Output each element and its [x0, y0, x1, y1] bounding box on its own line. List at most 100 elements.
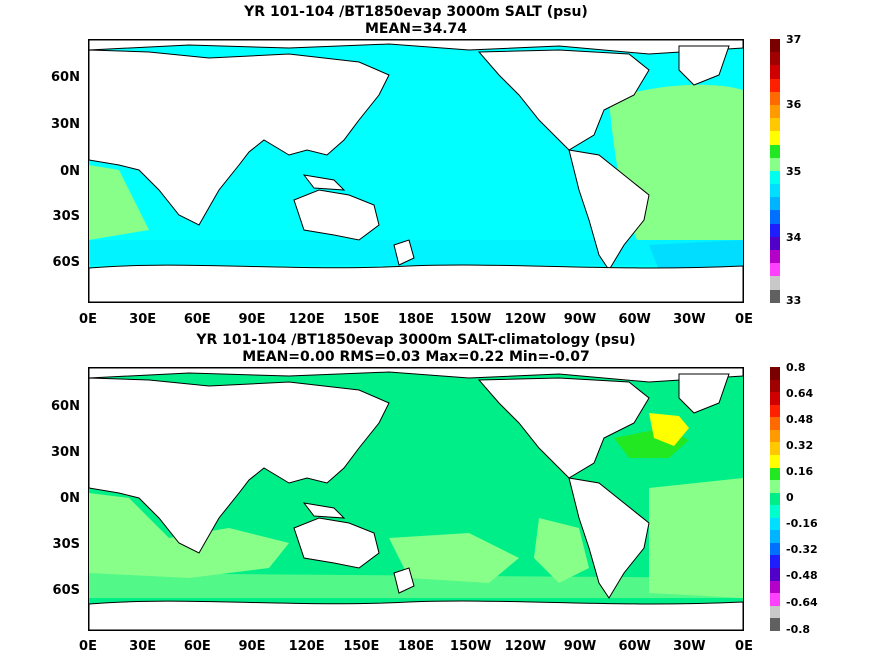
colorbar-swatch	[770, 555, 780, 568]
panel1-lat-label: 60N	[51, 70, 80, 85]
colorbar-swatch	[770, 263, 780, 277]
panel2-lon-label: 90E	[238, 639, 266, 654]
panel2-colorbar-label: 0.16	[786, 465, 814, 478]
panel2-colorbar-label: 0.8	[786, 361, 806, 374]
panel2-lon-label: 150E	[343, 639, 380, 654]
panel2-colorbar-label: -0.64	[786, 596, 818, 609]
panel2-colorbar-label: -0.16	[786, 517, 818, 530]
colorbar-swatch	[770, 392, 780, 405]
colorbar-swatch	[770, 505, 780, 518]
colorbar-swatch	[770, 379, 780, 393]
panel2-lat-label: 30N	[51, 445, 80, 460]
panel2-map-svg	[89, 368, 743, 630]
panel1-colorbar	[770, 39, 780, 303]
panel1-lat-label: 30S	[52, 209, 80, 224]
colorbar-swatch	[770, 144, 780, 158]
panel1-colorbar-label: 37	[786, 33, 802, 46]
panel1-lon-label: 180E	[397, 312, 435, 327]
panel2-lon-label: 150W	[449, 639, 492, 654]
panel2-title: YR 101-104 /BT1850evap 3000m SALT-climat…	[196, 332, 636, 348]
panel1-colorbar-label: 34	[786, 231, 802, 244]
colorbar-swatch	[770, 236, 780, 250]
panel2-subtitle: MEAN=0.00 RMS=0.03 Max=0.22 Min=-0.07	[242, 349, 590, 365]
panel2-lon-label: 0E	[735, 639, 753, 654]
colorbar-swatch	[770, 65, 780, 79]
colorbar-swatch	[770, 517, 780, 531]
panel1-lon-label: 0E	[735, 312, 753, 327]
panel2-colorbar	[770, 367, 780, 631]
colorbar-swatch	[770, 593, 780, 606]
panel1-colorbar-label: 35	[786, 165, 802, 178]
panel2-colorbar-label: 0.48	[786, 413, 814, 426]
colorbar-swatch	[770, 542, 780, 556]
panel1-lon-label: 150E	[343, 312, 380, 327]
colorbar-swatch	[770, 289, 780, 303]
panel1-map	[88, 39, 744, 303]
panel2-lon-label: 30E	[129, 639, 157, 654]
panel1-lon-label: 120E	[288, 312, 325, 327]
panel1-lon-label: 30W	[673, 312, 706, 327]
panel2-lon-label: 120E	[288, 639, 325, 654]
panel1-lon-label: 150W	[449, 312, 492, 327]
colorbar-swatch	[770, 52, 780, 66]
colorbar-swatch	[770, 530, 780, 543]
panel1-lon-label: 0E	[79, 312, 97, 327]
panel2-lon-label: 60E	[183, 639, 211, 654]
panel1-lat-label: 60S	[52, 255, 80, 270]
panel2-lon-label: 180E	[397, 639, 435, 654]
colorbar-swatch	[770, 210, 780, 224]
panel1-lat-label: 30N	[51, 117, 80, 132]
panel1-lon-label: 30E	[129, 312, 157, 327]
panel2-lon-label: 60W	[618, 639, 651, 654]
panel1-colorbar-label: 36	[786, 98, 802, 111]
panel2-lon-label: 90W	[563, 639, 597, 654]
panel1-lat-label: 0N	[60, 164, 80, 179]
panel2-lat-label: 60N	[51, 399, 80, 414]
panel2-lat-label: 60S	[52, 583, 80, 598]
panel2-map	[88, 367, 744, 631]
panel1-lon-label: 120W	[504, 312, 547, 327]
panel2-land	[89, 368, 743, 630]
colorbar-swatch	[770, 170, 780, 185]
colorbar-swatch	[770, 480, 780, 493]
panel1-lon-label: 90E	[238, 312, 266, 327]
colorbar-swatch	[770, 404, 780, 418]
panel1-colorbar-label: 33	[786, 294, 802, 307]
colorbar-swatch	[770, 184, 780, 198]
panel2-colorbar-label: 0.32	[786, 439, 814, 452]
panel2-lon-label: 120W	[504, 639, 547, 654]
panel1-title: YR 101-104 /BT1850evap 3000m SALT (psu)	[244, 4, 588, 20]
colorbar-swatch	[770, 367, 780, 380]
panel1-lon-label: 60W	[618, 312, 651, 327]
colorbar-swatch	[770, 91, 780, 105]
colorbar-swatch	[770, 276, 780, 290]
colorbar-swatch	[770, 197, 780, 211]
colorbar-swatch	[770, 157, 780, 171]
panel2-lat-label: 30S	[52, 537, 80, 552]
panel1-lon-label: 90W	[563, 312, 597, 327]
panel2-colorbar-label: 0.64	[786, 387, 814, 400]
colorbar-swatch	[770, 442, 780, 455]
panel2-colorbar-label: -0.32	[786, 543, 818, 556]
colorbar-swatch	[770, 118, 780, 132]
colorbar-swatch	[770, 492, 780, 506]
colorbar-swatch	[770, 467, 780, 481]
colorbar-swatch	[770, 223, 780, 237]
colorbar-swatch	[770, 580, 780, 594]
panel1-lon-label: 60E	[183, 312, 211, 327]
panel2-lon-label: 30W	[673, 639, 706, 654]
panel2-lat-label: 0N	[60, 491, 80, 506]
colorbar-swatch	[770, 104, 780, 119]
colorbar-swatch	[770, 78, 780, 92]
panel1-map-svg	[89, 40, 743, 302]
colorbar-swatch	[770, 618, 780, 631]
panel2-lon-label: 0E	[79, 639, 97, 654]
colorbar-swatch	[770, 131, 780, 145]
colorbar-swatch	[770, 429, 780, 443]
panel1-land	[89, 40, 743, 302]
panel2-colorbar-label: 0	[786, 491, 794, 504]
panel2-colorbar-label: -0.48	[786, 569, 818, 582]
colorbar-swatch	[770, 250, 780, 264]
panel2-colorbar-label: -0.8	[786, 623, 811, 636]
colorbar-swatch	[770, 454, 780, 468]
